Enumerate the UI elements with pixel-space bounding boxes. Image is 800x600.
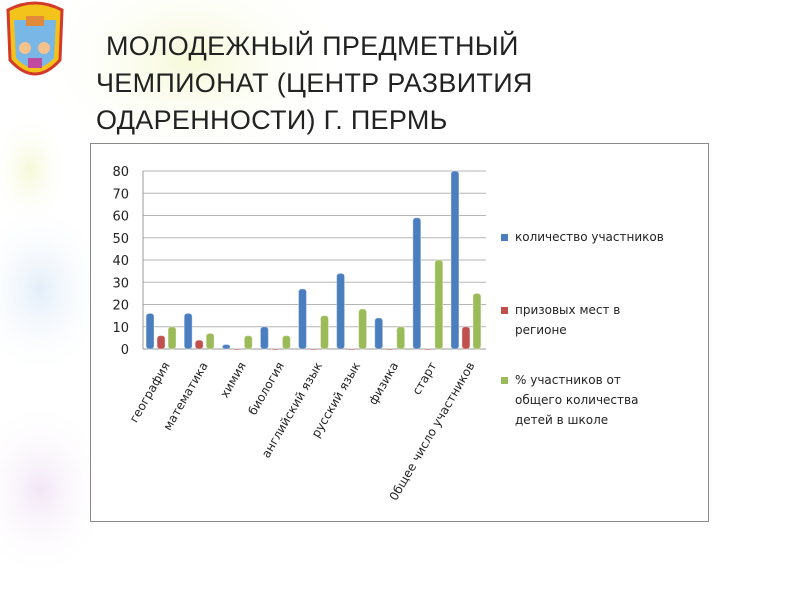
y-tick-label: 20 [112,299,129,314]
bar-2 [347,348,357,351]
x-tick-label: химия [217,360,249,401]
x-tick-label: старт [410,360,440,398]
bar-3 [243,335,253,350]
bar-2 [270,348,280,351]
chart-container: 0 10 20 30 40 50 60 70 80 география математика хими… [90,143,709,522]
bar-2 [309,348,318,351]
x-tick-label: 0бщее число участников [387,360,478,504]
title-line: ОДАРЕННОСТИ) Г. ПЕРМЬ [96,105,448,135]
slide-title: МОЛОДЕЖНЫЙ ПРЕДМЕТНЫЙ ЧЕМПИОНАТ (ЦЕНТР Р… [96,28,656,139]
bar-1 [145,312,155,350]
bar-1 [450,170,460,350]
y-tick-label: 70 [112,187,129,202]
y-tick-label: 50 [112,232,129,247]
legend-swatch [501,377,508,384]
bar-3 [320,315,329,350]
bar-3 [205,332,215,350]
bar-2 [385,348,395,351]
bar-1 [221,344,231,350]
y-tick-label: 80 [112,165,129,180]
title-line: ЧЕМПИОНАТ (ЦЕНТР РАЗВИТИЯ [96,68,533,98]
bar-1 [259,326,269,350]
bar-3 [358,308,368,350]
school-logo [6,1,64,76]
y-tick-label: 10 [112,321,129,336]
bar-2 [156,335,166,350]
bar-1 [374,317,384,350]
legend-label: регионе [515,323,567,337]
bar-1 [412,217,422,350]
legend-swatch [501,234,508,241]
x-tick-label: физика [366,360,402,408]
legend-label: детей в школе [515,413,608,427]
bar-2 [423,348,433,351]
legend-label: общего количества [515,393,638,407]
bar-1 [336,272,346,350]
bar-1 [183,312,193,350]
bar-3 [472,292,482,350]
bar-3 [434,259,444,350]
bar-1 [298,288,307,350]
legend-swatch [501,307,508,314]
y-tick-label: 0 [121,343,129,358]
legend-label: призовых мест в [515,303,620,317]
bar-3 [281,335,291,350]
title-line: МОЛОДЕЖНЫЙ ПРЕДМЕТНЫЙ [106,31,519,61]
y-tick-label: 40 [112,254,129,269]
bar-2 [194,339,204,350]
bar-3 [396,326,406,350]
legend-label: % участников от [515,373,621,387]
bar-3 [167,326,177,350]
legend-label: количество участников [515,230,664,244]
y-tick-label: 60 [112,210,129,225]
x-tick-label: биология [245,360,287,418]
bar-2 [461,326,471,350]
bar-2 [232,348,242,351]
y-tick-label: 30 [112,276,129,291]
